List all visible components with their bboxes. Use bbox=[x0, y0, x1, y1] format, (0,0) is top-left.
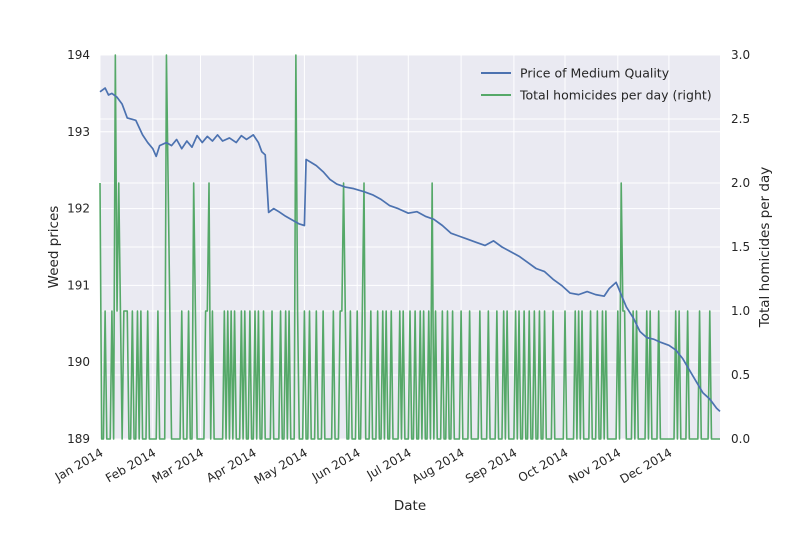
x-tick-label: Oct 2014 bbox=[516, 445, 571, 485]
x-tick-label: Apr 2014 bbox=[204, 445, 259, 485]
right-tick-label: 1.5 bbox=[731, 240, 750, 254]
left-tick-label: 192 bbox=[67, 202, 90, 216]
x-tick-label: Dec 2014 bbox=[618, 445, 675, 486]
x-tick-label: Aug 2014 bbox=[410, 445, 467, 486]
legend-label-homicides: Total homicides per day (right) bbox=[519, 88, 712, 103]
x-tick-label: Mar 2014 bbox=[150, 445, 206, 486]
homicides-series bbox=[99, 54, 720, 440]
left-tick-label: 193 bbox=[67, 125, 90, 139]
left-tick-label: 189 bbox=[67, 432, 90, 446]
right-tick-label: 2.5 bbox=[731, 112, 750, 126]
left-tick-label: 194 bbox=[67, 48, 90, 62]
right-tick-label: 0.5 bbox=[731, 368, 750, 382]
left-tick-label: 191 bbox=[67, 278, 90, 292]
right-tick-label: 3.0 bbox=[731, 48, 750, 62]
left-axis-title: Weed prices bbox=[46, 206, 62, 289]
x-tick-label: Feb 2014 bbox=[103, 445, 158, 485]
x-tick-label: Sep 2014 bbox=[463, 445, 519, 486]
grid bbox=[99, 54, 720, 440]
x-tick-label: Jan 2014 bbox=[52, 445, 106, 484]
x-tick-label: Jun 2014 bbox=[309, 445, 363, 484]
legend-label-price: Price of Medium Quality bbox=[520, 66, 670, 81]
right-tick-label: 2.0 bbox=[731, 176, 750, 190]
left-tick-label: 190 bbox=[67, 355, 90, 369]
right-axis: 0.0 0.5 1.0 1.5 2.0 2.5 3.0 bbox=[731, 48, 750, 446]
right-tick-label: 0.0 bbox=[731, 432, 750, 446]
price-series bbox=[99, 87, 721, 412]
x-axis-title: Date bbox=[394, 498, 426, 514]
x-tick-label: Jul 2014 bbox=[364, 445, 414, 482]
left-axis: 189 190 191 192 193 194 bbox=[67, 48, 90, 446]
x-tick-label: Nov 2014 bbox=[566, 445, 623, 486]
x-tick-label: May 2014 bbox=[252, 445, 310, 487]
right-axis-title: Total homicides per day bbox=[757, 167, 773, 328]
right-tick-label: 1.0 bbox=[731, 304, 750, 318]
price-line bbox=[99, 87, 721, 412]
homicides-line bbox=[99, 54, 720, 440]
legend: Price of Medium Quality Total homicides … bbox=[481, 66, 712, 103]
